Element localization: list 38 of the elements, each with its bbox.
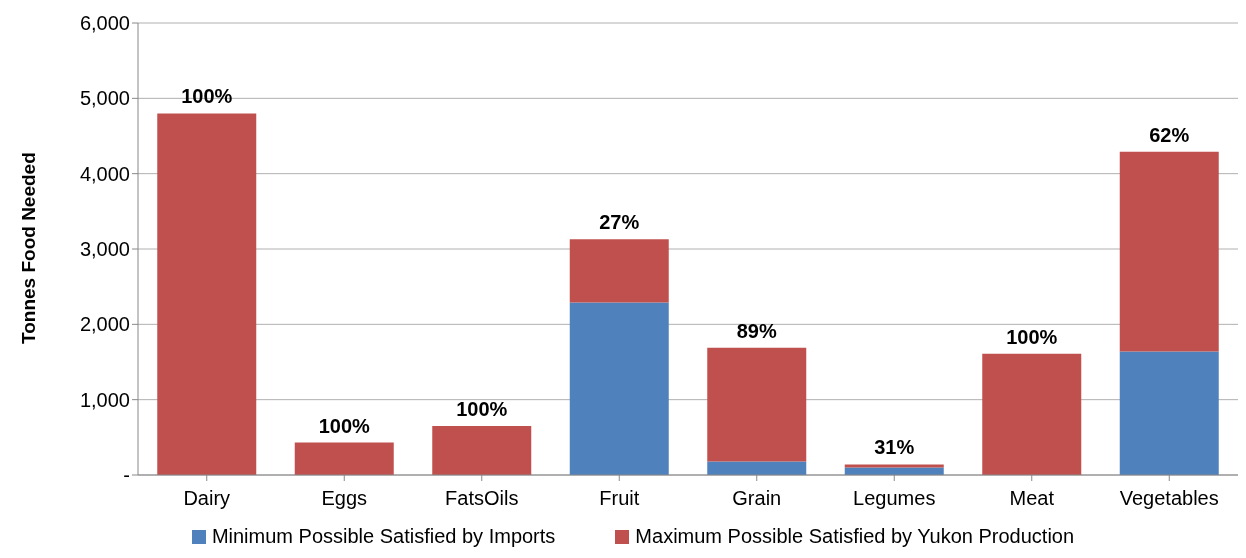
annotation: 100% [456, 398, 508, 421]
x-tick-label: Dairy [183, 487, 231, 510]
y-tick-label: 3,000 [79, 238, 130, 261]
x-tick-label: Vegetables [1119, 487, 1219, 510]
y-tick-label: 6,000 [79, 12, 130, 35]
bar [707, 461, 807, 475]
annotation: 27% [599, 211, 640, 234]
x-tick-label: Eggs [321, 487, 368, 510]
annotation: 31% [874, 436, 915, 459]
y-tick-label: 5,000 [79, 87, 130, 110]
bar [844, 467, 944, 475]
bar [707, 347, 807, 462]
annotation: 62% [1149, 123, 1190, 146]
bar [569, 239, 669, 303]
y-tick-label: - [123, 464, 130, 487]
x-tick-label: Fruit [599, 487, 640, 510]
x-tick-label: Grain [732, 487, 782, 510]
x-tick-label: FatsOils [445, 487, 519, 510]
bar [294, 442, 394, 475]
bar [1119, 351, 1219, 475]
bar [844, 464, 944, 468]
x-tick-label: Meat [1009, 487, 1055, 510]
x-tick-label: Legumes [853, 487, 936, 510]
y-axis-title: Tonnes Food Needed [17, 152, 39, 344]
annotation: 89% [736, 319, 777, 342]
bar [569, 302, 669, 475]
legend-label: Maximum Possible Satisfied by Yukon Production [634, 525, 1075, 548]
bar [157, 113, 257, 475]
y-tick-label: 2,000 [79, 313, 130, 336]
annotation: 100% [318, 414, 371, 437]
bar [982, 353, 1082, 475]
legend-label: Minimum Possible Satisfied by Imports [210, 525, 556, 548]
bar [432, 426, 532, 475]
annotation: 100% [181, 85, 233, 108]
annotation: 100% [1006, 325, 1058, 348]
y-tick-label: 4,000 [79, 162, 130, 185]
bar [1119, 151, 1219, 352]
y-tick-label: 1,000 [79, 388, 130, 411]
